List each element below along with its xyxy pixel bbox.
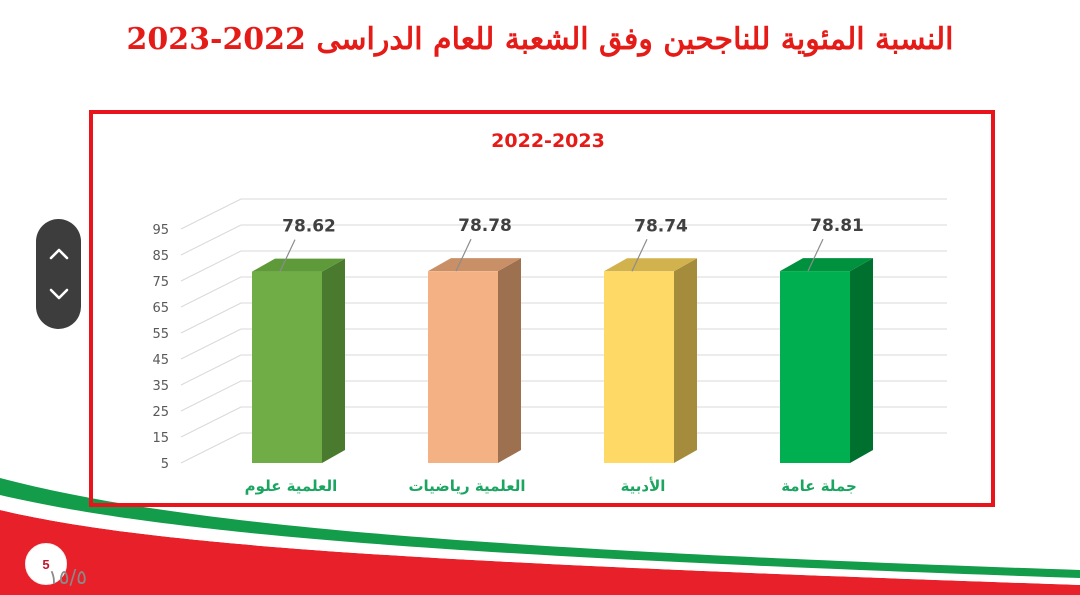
bar bbox=[604, 258, 697, 463]
bar-top bbox=[604, 258, 697, 272]
page-number-badge: 5 bbox=[25, 543, 67, 585]
bar-front bbox=[252, 271, 322, 463]
chart-title: 2022-2023 bbox=[491, 130, 605, 152]
chevron-up-icon bbox=[49, 248, 68, 259]
category-labels: العلمية علوم العلمية رياضيات الأدبية جملة ع… bbox=[245, 477, 857, 495]
leader-line bbox=[807, 238, 824, 272]
leader-line bbox=[631, 239, 648, 272]
slide-title: النسبة المئوية للناجحين وفق الشعبة للعام… bbox=[126, 22, 954, 57]
bar-front bbox=[604, 271, 674, 463]
y-tick-label: 15 bbox=[152, 431, 169, 446]
y-tick-label: 5 bbox=[161, 457, 169, 472]
nav-down-button[interactable] bbox=[36, 271, 81, 316]
chevron-down-icon bbox=[49, 288, 68, 299]
data-labels: 78.62 78.78 78.74 78.81 bbox=[279, 216, 864, 272]
category-label: جملة عامة bbox=[781, 477, 857, 495]
swoosh-red bbox=[0, 510, 1080, 595]
gridline-depth bbox=[180, 328, 242, 360]
y-tick-label: 25 bbox=[152, 405, 169, 420]
page-fraction: ١٥/٥ bbox=[48, 565, 87, 589]
slide-nav bbox=[36, 219, 81, 329]
gridline-depth bbox=[180, 302, 242, 334]
nav-up-button[interactable] bbox=[36, 231, 81, 276]
bar-front bbox=[780, 271, 850, 463]
chart-frame: 2022-2023 5 15 25 35 45 55 65 75 85 95 78.62 78.78… bbox=[89, 110, 995, 507]
gridline-depth bbox=[180, 198, 242, 230]
bar-front bbox=[428, 271, 498, 463]
bar-side bbox=[498, 258, 521, 463]
bar bbox=[428, 258, 521, 463]
bar-side bbox=[674, 258, 697, 463]
y-tick-label: 75 bbox=[152, 275, 169, 290]
data-label: 78.78 bbox=[458, 216, 512, 236]
y-tick-label: 85 bbox=[152, 249, 169, 264]
leader-line bbox=[455, 238, 472, 272]
swoosh-white bbox=[0, 495, 1080, 585]
bar-chart: 2022-2023 5 15 25 35 45 55 65 75 85 95 78.62 78.78… bbox=[152, 130, 947, 495]
bar-top bbox=[252, 258, 345, 272]
y-tick-label: 55 bbox=[152, 327, 169, 342]
category-label: العلمية علوم bbox=[245, 477, 338, 495]
gridline-depth bbox=[180, 224, 242, 256]
y-tick-label: 65 bbox=[152, 301, 169, 316]
y-axis-ticks: 5 15 25 35 45 55 65 75 85 95 bbox=[152, 223, 169, 472]
bars bbox=[252, 258, 873, 463]
gridline-depth bbox=[180, 406, 242, 438]
leader-line bbox=[279, 239, 296, 272]
y-tick-label: 35 bbox=[152, 379, 169, 394]
gridline-depth bbox=[180, 250, 242, 282]
bar-top bbox=[780, 258, 873, 272]
gridline-depth bbox=[180, 354, 242, 386]
bar bbox=[252, 258, 345, 463]
y-tick-label: 45 bbox=[152, 353, 169, 368]
bar-top bbox=[428, 258, 521, 272]
data-label: 78.81 bbox=[810, 216, 864, 236]
gridline-depth bbox=[180, 380, 242, 412]
y-tick-label: 95 bbox=[152, 223, 169, 238]
category-label: الأدبية bbox=[621, 477, 666, 495]
gridline-depth bbox=[180, 432, 242, 464]
bar-side bbox=[322, 258, 345, 463]
gridline-depth bbox=[180, 276, 242, 308]
data-label: 78.62 bbox=[282, 217, 336, 237]
data-label: 78.74 bbox=[634, 216, 688, 236]
bar-side bbox=[850, 258, 873, 463]
swoosh-green bbox=[0, 478, 1080, 578]
category-label: العلمية رياضيات bbox=[408, 477, 525, 495]
bar bbox=[780, 258, 873, 463]
